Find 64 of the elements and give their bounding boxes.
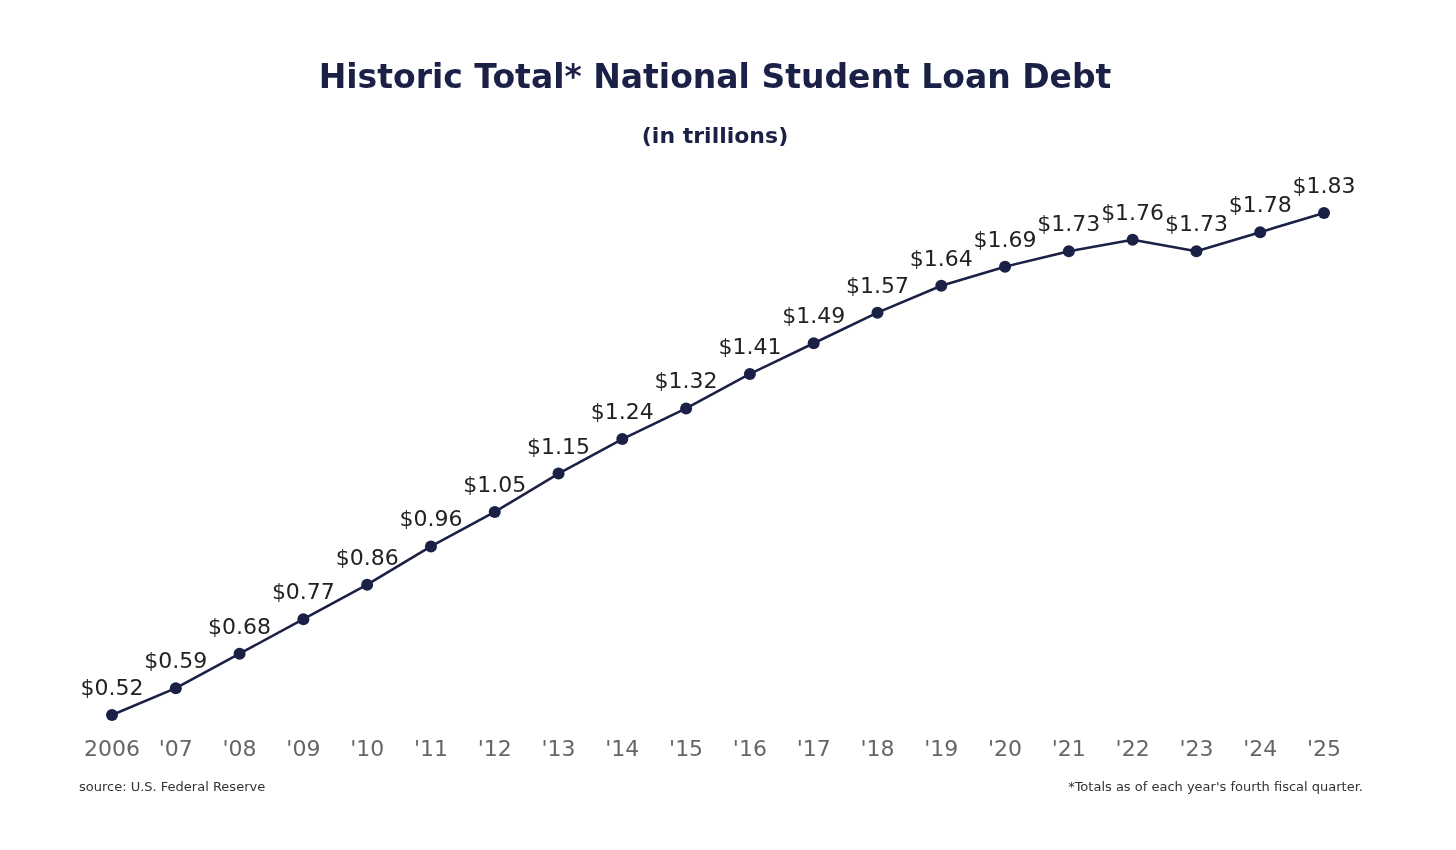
point: [233, 647, 246, 660]
x-tick-label: '23: [1179, 736, 1214, 761]
data-label: $1.73: [1037, 211, 1101, 237]
point: [743, 367, 756, 380]
data-label: $1.15: [527, 433, 591, 459]
data-label: $0.77: [271, 579, 335, 605]
x-tick-label: '20: [988, 736, 1023, 761]
point: [169, 682, 182, 695]
x-tick-label: '15: [669, 736, 704, 761]
x-tick-label: '16: [732, 736, 767, 761]
data-label: $1.76: [1101, 199, 1165, 225]
point: [297, 613, 310, 626]
x-tick-label: '17: [796, 736, 831, 761]
x-tick-label: '13: [541, 736, 576, 761]
x-tick-label: '11: [413, 736, 448, 761]
point: [680, 402, 693, 415]
point: [361, 578, 374, 591]
data-label: $1.05: [463, 471, 527, 497]
point: [807, 337, 820, 350]
x-tick-label: '21: [1051, 736, 1086, 761]
text: *Totals as of each year's fourth fiscal quarter.: [1068, 779, 1363, 794]
point: [871, 306, 884, 319]
data-label: $0.86: [335, 544, 399, 570]
point: [1126, 233, 1139, 246]
x-tick-label: 2006: [84, 736, 140, 761]
x-tick-label: '07: [158, 736, 193, 761]
point: [1318, 207, 1330, 219]
chart-title: Historic Total* National Student Loan Debt: [318, 57, 1112, 96]
x-tick-label: '24: [1243, 736, 1278, 761]
data-label: $1.49: [782, 303, 846, 329]
point: [424, 540, 437, 553]
data-label: $1.83: [1292, 173, 1356, 198]
data-label: $1.64: [909, 245, 973, 271]
data-label: $1.41: [718, 333, 782, 359]
point: [1254, 226, 1267, 239]
x-tick-label: '12: [477, 736, 512, 761]
data-label: $1.24: [590, 399, 654, 425]
point: [616, 433, 629, 446]
data-label: $1.69: [973, 226, 1037, 252]
data-label: $1.78: [1228, 192, 1292, 218]
data-label: $0.68: [208, 613, 272, 639]
point: [488, 505, 501, 518]
x-tick-label: '08: [222, 736, 257, 761]
x-tick-label: '25: [1306, 736, 1342, 761]
x-tick-label: '22: [1115, 736, 1150, 761]
x-tick-label: '14: [605, 736, 640, 761]
point: [999, 260, 1012, 273]
point: [106, 709, 118, 721]
point: [935, 279, 948, 292]
x-tick-label: '09: [286, 736, 321, 761]
data-label: $0.59: [144, 648, 208, 674]
data-label: $1.32: [654, 368, 718, 394]
data-label: $1.73: [1164, 211, 1228, 237]
point: [1190, 245, 1203, 258]
x-tick-label: '18: [860, 736, 895, 761]
data-label: $0.96: [399, 506, 463, 532]
chart-subtitle: (in trillions): [641, 123, 789, 148]
point: [552, 467, 565, 480]
point: [1062, 245, 1075, 258]
source-note: source: U.S. Federal Reserve: [79, 779, 266, 794]
x-tick-label: '10: [350, 736, 385, 761]
x-tick-label: '19: [924, 736, 959, 761]
data-label: $0.52: [80, 675, 144, 700]
data-label: $1.57: [845, 272, 909, 298]
